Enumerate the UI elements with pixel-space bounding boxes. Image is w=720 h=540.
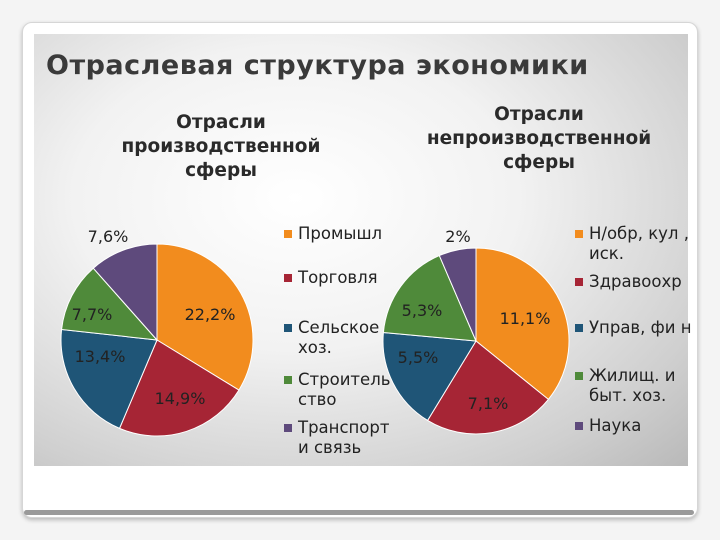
legend-item: Управ, фи н: [575, 318, 695, 366]
legend-label: Управ, фи н: [589, 318, 692, 337]
legend-swatch: [284, 376, 292, 384]
pie-slice: [382, 254, 477, 342]
legend-swatch: [575, 372, 583, 380]
data-label: 14,9%: [155, 389, 206, 408]
legend-label: Торговля: [298, 268, 378, 287]
legend-item: Наука: [575, 416, 695, 436]
pie-slice: [438, 247, 477, 342]
legend-swatch: [575, 422, 583, 430]
pie-chart-1: 22,2% 14,9% 13,4% 7,7% 7,6%: [60, 227, 254, 437]
data-label: 2%: [445, 227, 470, 246]
legend-swatch: [575, 278, 583, 286]
pie-slice: [382, 331, 477, 422]
pie-slice: [60, 328, 158, 430]
legend-item: Н/обр, кул , иск.: [575, 224, 695, 272]
legend-label: Н/обр, кул , иск.: [589, 224, 689, 263]
legend-label: Промышл: [298, 224, 383, 243]
pie-slice: [156, 243, 254, 391]
legend-label: Строитель ство: [298, 370, 391, 409]
legend-label: Наука: [589, 416, 642, 435]
legend-label: Жилищ. и быт. хоз.: [589, 366, 676, 405]
data-label: 5,5%: [398, 348, 439, 367]
legend-item: Торговля: [284, 268, 404, 318]
legend-label: Здравоохр: [589, 272, 682, 291]
legend-swatch: [575, 324, 583, 332]
legend-item: Жилищ. и быт. хоз.: [575, 366, 695, 416]
legend-nonproduction: Н/обр, кул , иск. Здравоохр Управ, фи н …: [575, 224, 695, 436]
pie-slice: [61, 267, 159, 341]
legend-swatch: [575, 230, 583, 238]
legend-item: Транспорт и связь: [284, 418, 404, 458]
legend-item: Сельское хоз.: [284, 318, 404, 370]
legend-swatch: [284, 424, 292, 432]
data-label: 11,1%: [500, 309, 551, 328]
pie-slice: [426, 340, 550, 435]
legend-production: Промышл Торговля Сельское хоз. Строитель…: [284, 224, 404, 458]
data-label: 5,3%: [402, 301, 443, 320]
data-label: 7,6%: [88, 227, 129, 246]
pie-chart-2: 11,1% 7,1% 5,5% 5,3% 2%: [382, 227, 570, 435]
pie-slice: [92, 243, 158, 342]
legend-swatch: [284, 324, 292, 332]
chart-title-production: Отрасли производственной сферы: [121, 112, 321, 181]
legend-item: Промышл: [284, 224, 404, 268]
slide-bottom-bar: [24, 510, 694, 515]
data-label: 7,7%: [72, 305, 113, 324]
data-label: 13,4%: [75, 347, 126, 366]
legend-item: Здравоохр: [575, 272, 695, 318]
chart-title-nonproduction: Отрасли непроизводственной сферы: [426, 104, 652, 173]
pie-slice: [475, 247, 570, 401]
legend-label: Сельское хоз.: [298, 318, 380, 357]
slide-title: Отраслевая структура экономики: [46, 50, 589, 81]
legend-swatch: [284, 230, 292, 238]
legend-label: Транспорт и связь: [298, 418, 390, 457]
legend-swatch: [284, 274, 292, 282]
data-label: 22,2%: [185, 305, 236, 324]
data-label: 7,1%: [468, 394, 509, 413]
pie-slice: [118, 339, 240, 437]
legend-item: Строитель ство: [284, 370, 404, 418]
